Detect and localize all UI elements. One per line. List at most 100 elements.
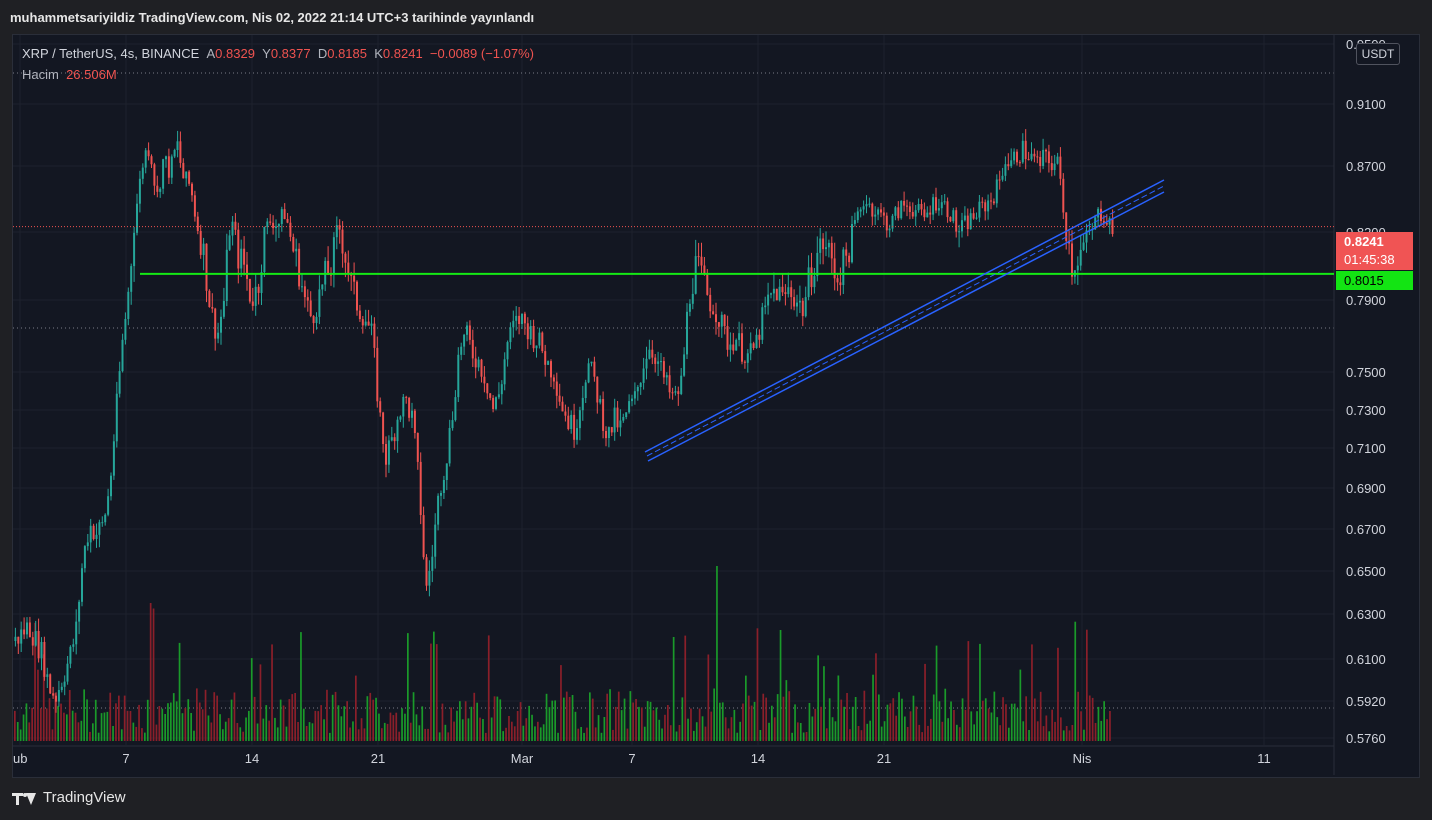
volume-bar [620,710,623,741]
volume-bar [698,708,701,741]
volume-bar [727,728,730,741]
volume-bar [464,701,467,741]
volume-bar [984,698,987,741]
candle-body [636,387,639,392]
volume-bar [198,702,201,741]
candle-body [402,396,405,417]
candle-body [587,363,590,383]
tradingview-logo[interactable]: TradingView [12,789,126,806]
volume-bar [141,728,143,741]
candle-body [193,195,196,217]
volume-bar [516,711,519,741]
volume-bar [609,689,611,741]
volume-bar [678,725,681,741]
volume-bar [476,702,478,741]
candle-body [868,203,871,205]
volume-bar [892,698,895,741]
candle-body [500,384,503,395]
volume-bar [485,732,487,741]
volume-bar [840,699,843,741]
volume-bar [386,723,389,741]
volume-bar [94,699,97,741]
candle-body [509,327,512,343]
y-tick-label: 0.7500 [1346,365,1386,380]
candle-body [581,397,584,411]
volume-bar [152,608,155,741]
candle-body [110,475,112,497]
candle-body [743,361,746,363]
volume-bar [849,729,851,741]
volume-bar [915,706,918,741]
volume-bar [1019,669,1022,741]
candle-body [98,522,101,535]
candle-body [315,316,318,323]
currency-unit-badge[interactable]: USDT [1356,43,1400,65]
volume-bar [60,703,62,741]
volume-bar [976,711,978,741]
candle-body [1033,153,1036,157]
volume-bar [693,730,695,741]
candle-body [853,220,856,224]
volume-bar [262,718,265,741]
candle-body [677,391,680,394]
volume-bar [42,654,45,741]
volume-bar [681,697,684,741]
volume-bar [392,715,395,741]
candle-body [761,307,764,340]
volume-bar [291,694,294,741]
chart-frame[interactable] [12,34,1420,778]
volume-bar [352,721,354,741]
volume-bar [334,691,337,741]
volume-bar [112,726,114,741]
candle-body [781,286,784,293]
volume-bar [28,722,31,741]
candle-body [680,375,683,394]
candle-body [816,252,819,277]
candle-body [474,358,477,368]
volume-label[interactable]: Hacim [22,67,59,82]
volume-bar [314,710,317,741]
candle-body [521,313,523,324]
symbol-label[interactable]: XRP / TetherUS, 4s, BINANCE [22,46,200,61]
candle-body [234,221,237,230]
volume-bar [74,712,77,741]
volume-bar [1094,723,1097,741]
volume-bar [120,729,123,741]
candle-body [874,214,877,217]
candle-body [555,381,558,396]
candle-body [225,249,228,301]
candle-body [541,332,544,352]
candle-body [622,417,625,421]
volume-bar [456,710,458,741]
candle-body [532,326,535,349]
candle-body [324,260,327,285]
volume-bar [713,688,715,741]
candle-body [306,297,309,301]
candle-body [602,399,605,431]
candle-body [486,383,489,394]
last-price-value: 0.8241 [1344,234,1384,249]
volume-bar [340,716,343,741]
volume-bar [999,725,1001,741]
volume-bar [1080,711,1082,741]
volume-bar [196,688,198,741]
volume-bar [438,732,441,741]
volume-bar [554,700,556,741]
volume-bar [1034,698,1036,741]
candle-body [998,179,1001,181]
volume-bar [178,642,181,741]
candle-body [321,284,324,290]
candle-body [990,200,992,202]
candle-body [590,361,593,364]
volume-bar [224,721,227,741]
volume-bar [580,727,582,741]
candle-body [385,444,387,465]
candle-body [877,209,880,215]
candle-body [940,202,943,209]
volume-bar [586,727,588,741]
candle-body [451,420,454,429]
candle-body [266,221,269,227]
candle-body [642,368,645,383]
candle-body [260,272,263,293]
